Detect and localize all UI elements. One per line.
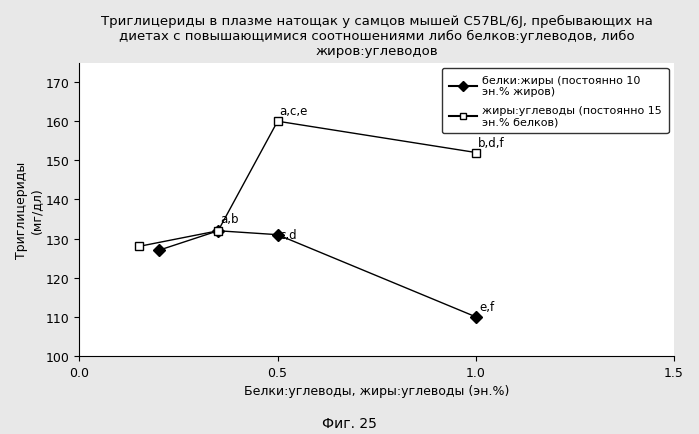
Text: a,c,e: a,c,e <box>280 105 308 118</box>
Text: Фиг. 25: Фиг. 25 <box>322 416 377 430</box>
Title: Триглицериды в плазме натощак у самцов мышей C57BL/6J, пребывающих на
диетах с п: Триглицериды в плазме натощак у самцов м… <box>101 15 653 58</box>
X-axis label: Белки:углеводы, жиры:углеводы (эн.%): Белки:углеводы, жиры:углеводы (эн.%) <box>244 385 510 398</box>
Y-axis label: Триглицериды
(мг/дл): Триглицериды (мг/дл) <box>15 161 43 258</box>
Text: b,d,f: b,d,f <box>478 136 505 149</box>
Text: c,d: c,d <box>280 228 297 241</box>
Legend: белки:жиры (постоянно 10
эн.% жиров), жиры:углеводы (постоянно 15
эн.% белков): белки:жиры (постоянно 10 эн.% жиров), жи… <box>442 69 668 134</box>
Text: a,b: a,b <box>220 212 238 225</box>
Text: e,f: e,f <box>480 300 495 313</box>
